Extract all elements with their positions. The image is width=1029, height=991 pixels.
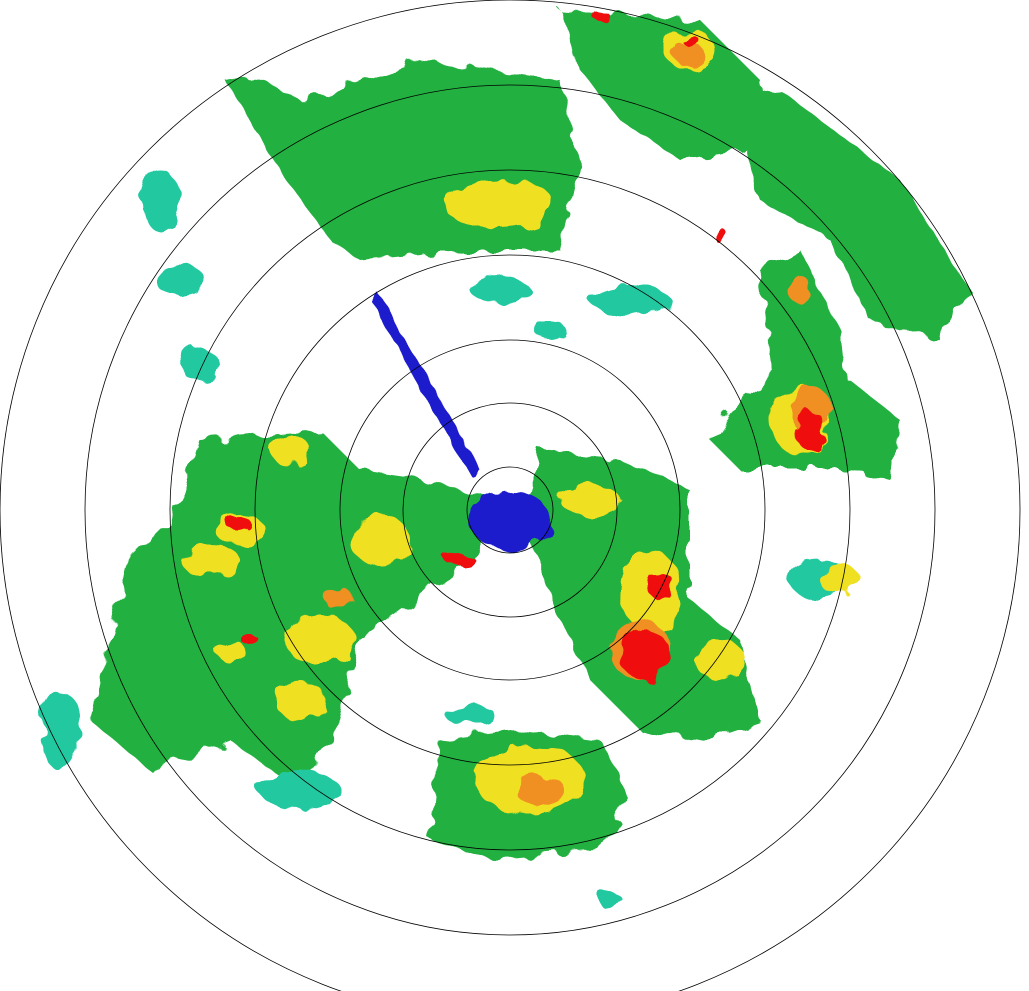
range-ring-5 [169, 169, 851, 851]
east-line-echo [760, 250, 850, 420]
range-ring-6 [84, 84, 936, 936]
echo-cell [270, 435, 310, 465]
echo-cell [242, 634, 258, 646]
echo-cell [790, 275, 810, 305]
echo-cell [350, 515, 410, 565]
range-ring-4 [254, 254, 766, 766]
echo-cell [445, 705, 495, 725]
echo-cell [648, 570, 672, 600]
echo-cell [820, 565, 860, 595]
range-ring-3 [339, 339, 681, 681]
echo-cell [560, 485, 620, 515]
echo-cell [682, 34, 698, 46]
echo-cell [445, 180, 555, 230]
echo-cell [180, 350, 220, 380]
echo-cell [598, 892, 622, 908]
echo-cell [470, 278, 530, 302]
echo-cell [155, 265, 205, 295]
precipitation-echoes [40, 9, 970, 908]
echo-cell [795, 410, 825, 450]
echo-cell [228, 517, 252, 533]
echo-cell [40, 690, 80, 770]
echo-cell [140, 170, 180, 230]
northeast-echo-region [720, 80, 970, 340]
echo-cell [445, 554, 475, 566]
echo-cell [260, 770, 340, 810]
echo-cell [714, 227, 726, 243]
clutter-center [470, 490, 550, 550]
echo-cell [275, 680, 325, 720]
echo-cell [515, 775, 565, 805]
echo-cell [620, 630, 670, 680]
sector-artifact [370, 295, 480, 475]
echo-cell [180, 545, 240, 575]
echo-cell [215, 640, 245, 660]
range-ring-2 [402, 402, 618, 618]
echo-cell [592, 9, 608, 21]
range-ring-1 [466, 466, 554, 554]
echo-cell [535, 320, 565, 340]
echo-cell [675, 43, 705, 67]
north-echo-region [225, 60, 580, 260]
west-echo-region [90, 430, 500, 790]
echo-cell [325, 590, 355, 610]
echo-cell [590, 285, 670, 315]
echo-cell [695, 640, 745, 680]
north-northeast-echo-region [560, 10, 760, 160]
echo-cell [285, 615, 355, 665]
